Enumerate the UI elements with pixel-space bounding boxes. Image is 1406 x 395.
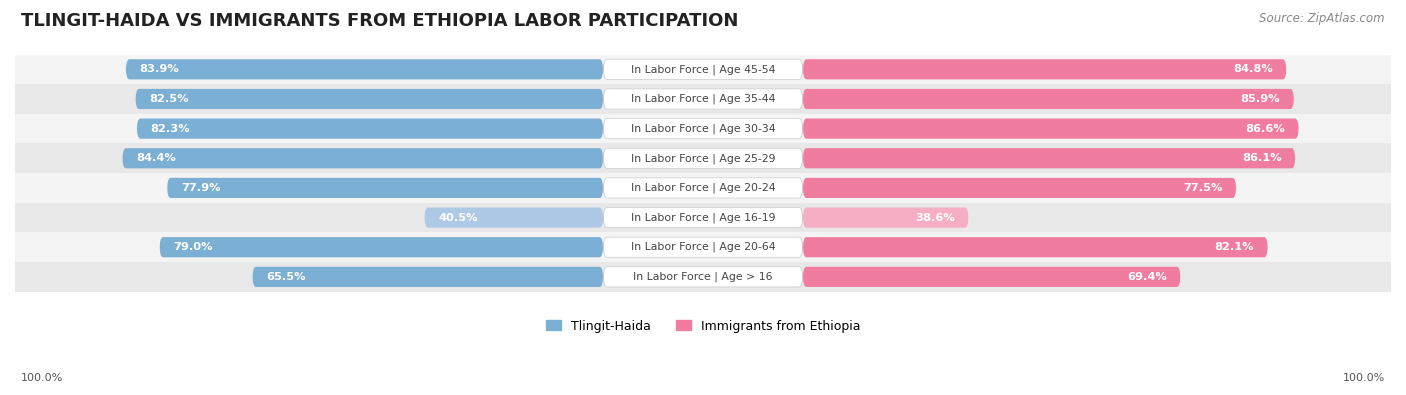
Text: 84.8%: 84.8% [1233, 64, 1272, 74]
Text: In Labor Force | Age 16-19: In Labor Force | Age 16-19 [631, 213, 775, 223]
Text: 82.3%: 82.3% [150, 124, 190, 134]
FancyBboxPatch shape [125, 59, 603, 79]
Text: 38.6%: 38.6% [915, 213, 955, 222]
Text: 79.0%: 79.0% [173, 242, 212, 252]
Text: 86.1%: 86.1% [1241, 153, 1282, 163]
FancyBboxPatch shape [603, 267, 803, 287]
Text: 100.0%: 100.0% [21, 373, 63, 383]
Text: 77.5%: 77.5% [1182, 183, 1222, 193]
Text: 69.4%: 69.4% [1128, 272, 1167, 282]
FancyBboxPatch shape [252, 267, 603, 287]
Text: 85.9%: 85.9% [1240, 94, 1281, 104]
Text: TLINGIT-HAIDA VS IMMIGRANTS FROM ETHIOPIA LABOR PARTICIPATION: TLINGIT-HAIDA VS IMMIGRANTS FROM ETHIOPI… [21, 12, 738, 30]
Text: 86.6%: 86.6% [1246, 124, 1285, 134]
FancyBboxPatch shape [603, 89, 803, 109]
Text: In Labor Force | Age 45-54: In Labor Force | Age 45-54 [631, 64, 775, 75]
Text: In Labor Force | Age 30-34: In Labor Force | Age 30-34 [631, 123, 775, 134]
Text: 40.5%: 40.5% [439, 213, 478, 222]
FancyBboxPatch shape [803, 118, 1299, 139]
Text: 77.9%: 77.9% [181, 183, 221, 193]
Text: 82.1%: 82.1% [1215, 242, 1254, 252]
Bar [15, 232, 1391, 262]
Text: 82.5%: 82.5% [149, 94, 188, 104]
Text: Source: ZipAtlas.com: Source: ZipAtlas.com [1260, 12, 1385, 25]
FancyBboxPatch shape [803, 237, 1268, 257]
FancyBboxPatch shape [803, 178, 1236, 198]
Bar [15, 143, 1391, 173]
FancyBboxPatch shape [135, 89, 603, 109]
FancyBboxPatch shape [603, 148, 803, 168]
FancyBboxPatch shape [603, 178, 803, 198]
Bar [15, 203, 1391, 232]
FancyBboxPatch shape [136, 118, 603, 139]
FancyBboxPatch shape [803, 89, 1294, 109]
FancyBboxPatch shape [167, 178, 603, 198]
FancyBboxPatch shape [803, 267, 1181, 287]
FancyBboxPatch shape [603, 59, 803, 79]
FancyBboxPatch shape [803, 148, 1295, 168]
Bar [15, 114, 1391, 143]
FancyBboxPatch shape [803, 207, 969, 228]
Text: In Labor Force | Age 35-44: In Labor Force | Age 35-44 [631, 94, 775, 104]
Text: 100.0%: 100.0% [1343, 373, 1385, 383]
FancyBboxPatch shape [603, 237, 803, 257]
FancyBboxPatch shape [803, 59, 1286, 79]
Bar [15, 55, 1391, 84]
Text: In Labor Force | Age > 16: In Labor Force | Age > 16 [633, 272, 773, 282]
Text: In Labor Force | Age 25-29: In Labor Force | Age 25-29 [631, 153, 775, 164]
FancyBboxPatch shape [425, 207, 603, 228]
Text: 84.4%: 84.4% [136, 153, 176, 163]
Text: 83.9%: 83.9% [139, 64, 180, 74]
FancyBboxPatch shape [603, 207, 803, 228]
FancyBboxPatch shape [603, 118, 803, 139]
Legend: Tlingit-Haida, Immigrants from Ethiopia: Tlingit-Haida, Immigrants from Ethiopia [541, 315, 865, 338]
Bar [15, 84, 1391, 114]
Bar [15, 262, 1391, 292]
FancyBboxPatch shape [159, 237, 603, 257]
Text: 65.5%: 65.5% [266, 272, 305, 282]
Bar [15, 173, 1391, 203]
FancyBboxPatch shape [122, 148, 603, 168]
Text: In Labor Force | Age 20-64: In Labor Force | Age 20-64 [631, 242, 775, 252]
Text: In Labor Force | Age 20-24: In Labor Force | Age 20-24 [631, 182, 775, 193]
